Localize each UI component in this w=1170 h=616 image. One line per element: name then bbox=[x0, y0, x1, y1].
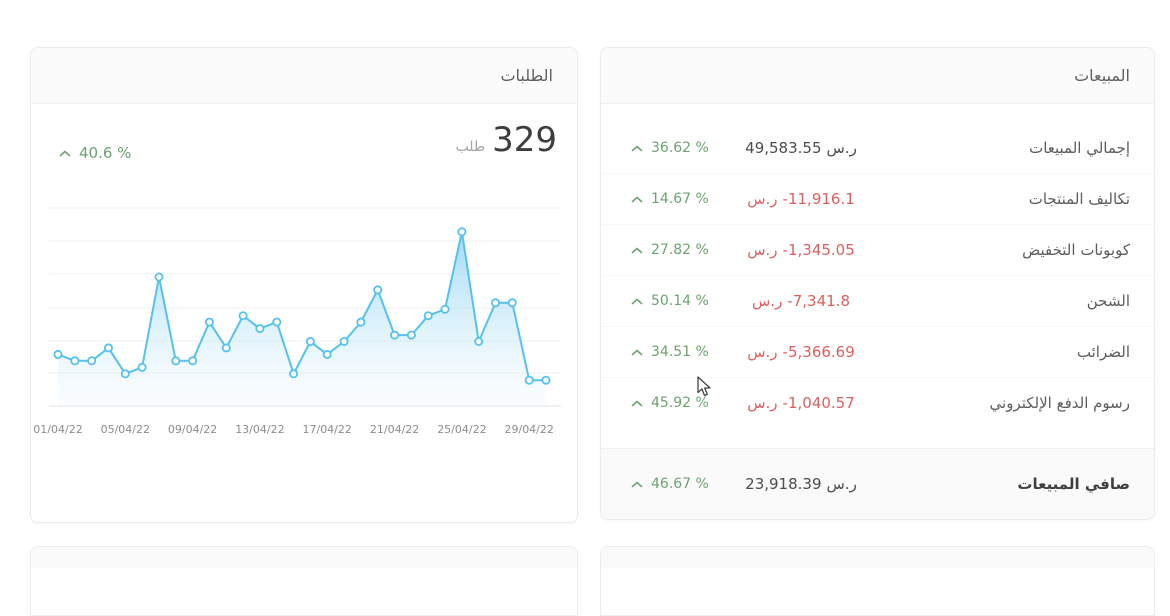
row-amount: -1,040.57 bbox=[782, 394, 855, 412]
sales-card: المبيعات إجمالي المبيعات 49,583.55 ر.س 3… bbox=[600, 47, 1155, 520]
sales-row-shipping: الشحن ر.س -7,341.8 50.14 % bbox=[601, 276, 1154, 327]
row-label: الشحن bbox=[1086, 292, 1130, 310]
currency-label: ر.س bbox=[826, 139, 857, 157]
caret-up-icon bbox=[631, 298, 643, 304]
row-change-badge: 27.82 % bbox=[631, 242, 709, 258]
row-change-value: 27.82 % bbox=[651, 242, 709, 258]
svg-text:13/04/22: 13/04/22 bbox=[235, 423, 284, 436]
sales-row-coupons: كوبونات التخفيض ر.س -1,345.05 27.82 % bbox=[601, 225, 1154, 276]
currency-label: ر.س bbox=[747, 394, 778, 412]
net-sales-label: صافي المبيعات bbox=[1017, 475, 1130, 493]
orders-card-header: الطلبات bbox=[31, 48, 577, 104]
row-amount: -7,341.8 bbox=[787, 292, 850, 310]
svg-text:29/04/22: 29/04/22 bbox=[504, 423, 553, 436]
svg-text:21/04/22: 21/04/22 bbox=[370, 423, 419, 436]
partial-card-left bbox=[30, 546, 578, 616]
row-change-badge: 14.67 % bbox=[631, 191, 709, 207]
row-value: ر.س -1,040.57 bbox=[701, 394, 901, 412]
orders-total-value: 329 bbox=[492, 120, 557, 160]
svg-text:05/04/22: 05/04/22 bbox=[101, 423, 150, 436]
net-sales-value: 23,918.39 ر.س bbox=[701, 475, 901, 493]
caret-up-icon bbox=[631, 481, 643, 487]
sales-row-net: صافي المبيعات 23,918.39 ر.س 46.67 % bbox=[601, 448, 1154, 519]
sales-row-gross: إجمالي المبيعات 49,583.55 ر.س 36.62 % bbox=[601, 123, 1154, 174]
row-value: ر.س -11,916.1 bbox=[701, 190, 901, 208]
currency-label: ر.س bbox=[752, 292, 783, 310]
currency-label: ر.س bbox=[747, 190, 778, 208]
row-amount: -1,345.05 bbox=[782, 241, 855, 259]
orders-change-value: 40.6 % bbox=[79, 144, 132, 162]
net-sales-change-badge: 46.67 % bbox=[631, 476, 709, 492]
currency-label: ر.س bbox=[826, 475, 857, 493]
caret-up-icon bbox=[631, 145, 643, 151]
orders-card-title: الطلبات bbox=[500, 66, 553, 85]
row-amount: 49,583.55 bbox=[745, 139, 822, 157]
row-amount: -5,366.69 bbox=[782, 343, 855, 361]
orders-change-badge: 40.6 % bbox=[59, 144, 131, 162]
caret-up-icon bbox=[631, 349, 643, 355]
orders-area-chart[interactable]: 01/04/22 05/04/22 09/04/22 13/04/22 17/04/22… bbox=[31, 203, 577, 443]
sales-row-taxes: الضرائب ر.س -5,366.69 34.51 % bbox=[601, 327, 1154, 378]
orders-total-stat: 329 طلب bbox=[456, 120, 557, 161]
svg-text:09/04/22: 09/04/22 bbox=[168, 423, 217, 436]
sales-row-payment-fees: رسوم الدفع الإلكتروني ر.س -1,040.57 45.9… bbox=[601, 378, 1154, 428]
caret-up-icon bbox=[631, 196, 643, 202]
currency-label: ر.س bbox=[747, 241, 778, 259]
currency-label: ر.س bbox=[747, 343, 778, 361]
partial-card-right bbox=[600, 546, 1155, 616]
sales-rows: إجمالي المبيعات 49,583.55 ر.س 36.62 % تك… bbox=[601, 123, 1154, 428]
partial-card-header bbox=[31, 547, 577, 568]
row-value: ر.س -7,341.8 bbox=[701, 292, 901, 310]
row-label: تكاليف المنتجات bbox=[1028, 190, 1130, 208]
row-change-badge: 34.51 % bbox=[631, 344, 709, 360]
row-change-value: 34.51 % bbox=[651, 344, 709, 360]
svg-text:17/04/22: 17/04/22 bbox=[302, 423, 351, 436]
orders-total-unit: طلب bbox=[455, 139, 486, 155]
row-label: إجمالي المبيعات bbox=[1029, 139, 1130, 157]
orders-card: الطلبات 329 طلب 40.6 % 01/04/22 05/04/22 0… bbox=[30, 47, 578, 523]
row-amount: -11,916.1 bbox=[782, 190, 855, 208]
row-change-value: 36.62 % bbox=[651, 140, 709, 156]
sales-card-title: المبيعات bbox=[1074, 66, 1130, 85]
row-change-value: 45.92 % bbox=[651, 395, 709, 411]
sales-row-product-costs: تكاليف المنتجات ر.س -11,916.1 14.67 % bbox=[601, 174, 1154, 225]
row-change-badge: 36.62 % bbox=[631, 140, 709, 156]
caret-up-icon bbox=[631, 400, 643, 406]
row-value: 49,583.55 ر.س bbox=[701, 139, 901, 157]
caret-up-icon bbox=[631, 247, 643, 253]
svg-text:01/04/22: 01/04/22 bbox=[33, 423, 82, 436]
caret-up-icon bbox=[59, 150, 71, 156]
row-value: ر.س -1,345.05 bbox=[701, 241, 901, 259]
partial-card-header bbox=[601, 547, 1154, 568]
net-sales-change-value: 46.67 % bbox=[651, 476, 709, 492]
sales-card-header: المبيعات bbox=[601, 48, 1154, 104]
row-label: الضرائب bbox=[1076, 343, 1130, 361]
svg-text:25/04/22: 25/04/22 bbox=[437, 423, 486, 436]
row-change-badge: 45.92 % bbox=[631, 395, 709, 411]
row-label: كوبونات التخفيض bbox=[1022, 241, 1130, 259]
row-change-value: 14.67 % bbox=[651, 191, 709, 207]
row-label: رسوم الدفع الإلكتروني bbox=[989, 394, 1130, 412]
row-amount: 23,918.39 bbox=[745, 475, 822, 493]
row-change-value: 50.14 % bbox=[651, 293, 709, 309]
row-change-badge: 50.14 % bbox=[631, 293, 709, 309]
row-value: ر.س -5,366.69 bbox=[701, 343, 901, 361]
